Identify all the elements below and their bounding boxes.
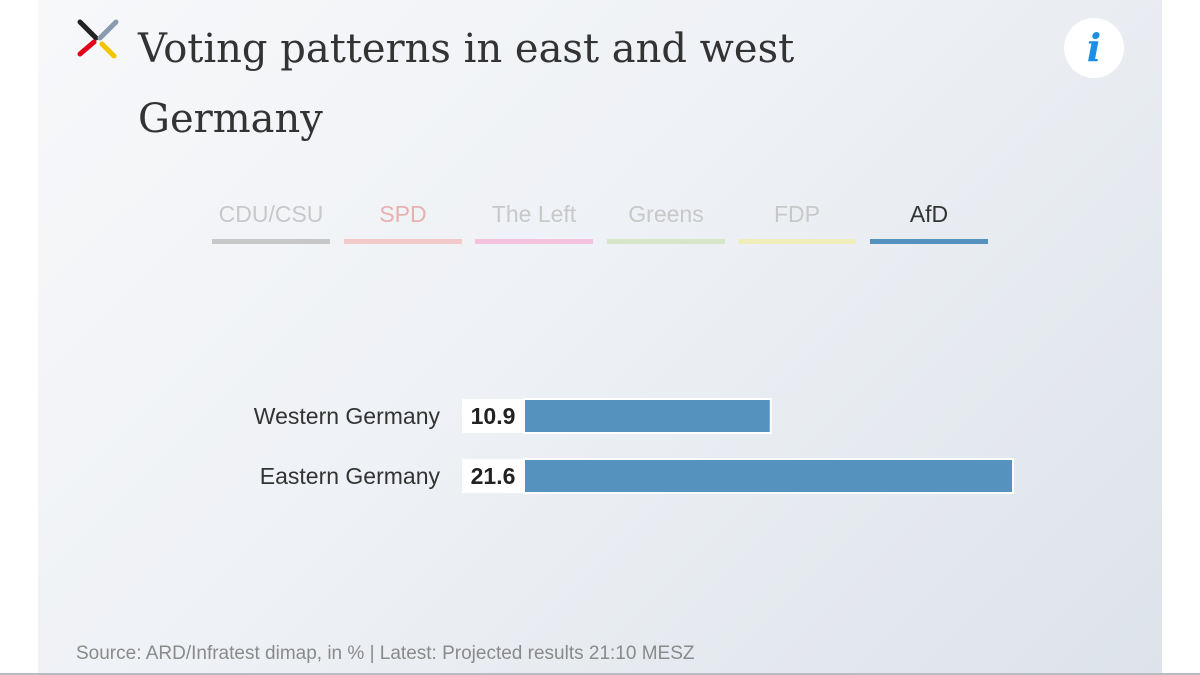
tab-label: FDP — [774, 201, 820, 227]
tab-fdp[interactable]: FDP — [738, 198, 856, 246]
tab-underline — [738, 239, 856, 244]
info-button[interactable]: i — [1064, 18, 1124, 78]
tab-underline — [870, 239, 988, 244]
tab-label: SPD — [379, 201, 427, 227]
bottom-divider — [0, 673, 1200, 675]
tab-the-left[interactable]: The Left — [475, 198, 593, 246]
tab-afd[interactable]: AfD — [870, 198, 988, 246]
tab-underline — [344, 239, 462, 244]
tab-spd[interactable]: SPD — [344, 198, 462, 246]
logo-icon — [77, 19, 119, 59]
tab-label: Greens — [628, 201, 704, 227]
info-icon: i — [1086, 25, 1102, 70]
page-title: Voting patterns in east and west Germany — [138, 26, 795, 142]
tab-underline — [607, 239, 725, 244]
tab-greens[interactable]: Greens — [607, 198, 725, 246]
source-note: Source: ARD/Infratest dimap, in % | Late… — [76, 643, 695, 664]
tab-cdu-csu[interactable]: CDU/CSU — [212, 198, 330, 246]
tab-label: AfD — [909, 201, 949, 227]
tab-label: The Left — [491, 201, 577, 227]
tab-underline — [212, 239, 330, 244]
chart-card — [38, 0, 1162, 675]
tab-underline — [475, 239, 593, 244]
tab-label: CDU/CSU — [218, 201, 324, 227]
